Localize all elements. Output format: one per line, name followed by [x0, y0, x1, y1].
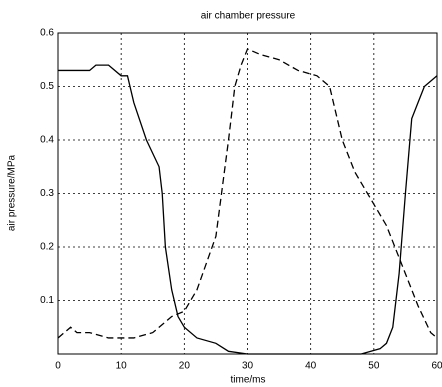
- x-tick-label: 60: [431, 361, 442, 372]
- x-tick-label: 10: [116, 361, 128, 372]
- y-tick-label: 0.2: [40, 242, 54, 253]
- y-tick-label: 0.6: [40, 28, 54, 39]
- y-tick-label: 0.1: [40, 295, 54, 306]
- y-tick-label: 0.3: [40, 188, 54, 199]
- data-line: [58, 64, 438, 355]
- y-tick-label: 0.4: [40, 135, 54, 146]
- x-tick-label: 50: [368, 361, 380, 372]
- data-line: [57, 48, 438, 339]
- x-tick-label: 40: [305, 361, 317, 372]
- x-axis-label: time/ms: [231, 375, 266, 386]
- x-tick-label: 20: [179, 361, 191, 372]
- x-tick-label: 0: [55, 361, 61, 372]
- x-tick-label: 30: [242, 361, 254, 372]
- chart-title: air chamber pressure: [201, 11, 296, 22]
- y-axis-label: air pressure/MPa: [7, 154, 18, 231]
- y-tick-label: 0.5: [40, 81, 54, 92]
